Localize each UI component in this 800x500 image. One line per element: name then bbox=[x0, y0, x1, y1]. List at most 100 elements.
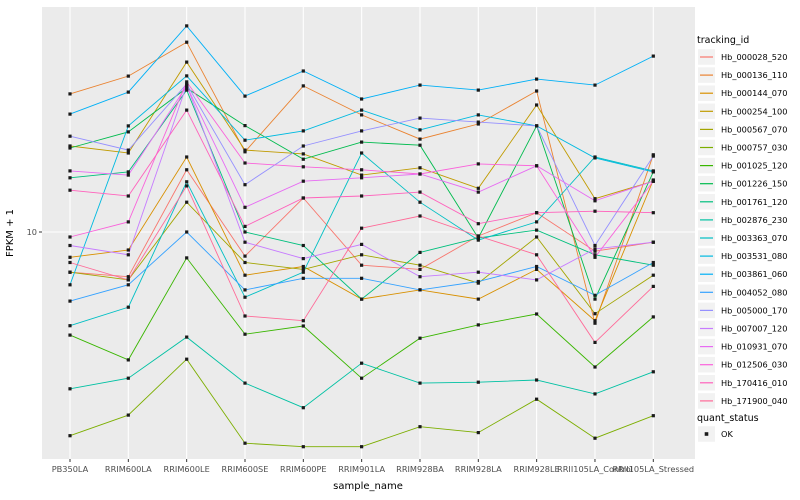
data-point bbox=[126, 278, 130, 282]
data-point bbox=[301, 165, 305, 169]
data-point bbox=[593, 436, 597, 440]
data-point bbox=[68, 144, 72, 148]
data-point bbox=[126, 358, 130, 362]
legend-item-Hb_001761_120: Hb_001761_120 bbox=[698, 194, 787, 210]
data-point bbox=[243, 150, 247, 154]
legend-item-label: Hb_012506_030 bbox=[721, 360, 787, 370]
legend-item-Hb_171900_040: Hb_171900_040 bbox=[698, 393, 787, 409]
x-tick-label: RRIM928LE bbox=[514, 464, 560, 474]
data-point bbox=[535, 103, 539, 107]
data-point bbox=[535, 267, 539, 271]
data-point bbox=[301, 324, 305, 328]
data-point bbox=[360, 97, 364, 101]
data-point bbox=[593, 247, 597, 251]
legend-key-point bbox=[704, 432, 709, 436]
data-point bbox=[243, 381, 247, 385]
legend-item-Hb_000757_030: Hb_000757_030 bbox=[698, 139, 787, 156]
legend-item-label: Hb_000028_520 bbox=[721, 52, 787, 62]
data-point bbox=[476, 88, 480, 92]
data-point bbox=[185, 74, 189, 78]
data-point bbox=[301, 264, 305, 269]
legend-item-quant-OK: OK bbox=[698, 426, 733, 442]
data-point bbox=[185, 88, 189, 92]
data-point bbox=[418, 288, 422, 292]
data-point bbox=[126, 194, 130, 198]
legend-item-Hb_001226_150: Hb_001226_150 bbox=[698, 175, 787, 192]
data-point bbox=[651, 240, 655, 244]
data-point bbox=[243, 205, 247, 209]
data-point bbox=[126, 248, 130, 252]
data-point bbox=[126, 151, 130, 155]
data-point bbox=[185, 335, 189, 339]
data-point bbox=[243, 254, 247, 258]
data-point bbox=[593, 83, 597, 87]
data-point bbox=[651, 54, 655, 58]
legend-item-Hb_005000_170: Hb_005000_170 bbox=[698, 302, 787, 319]
legend-title-tracking-id: tracking_id bbox=[697, 35, 749, 46]
data-point bbox=[301, 152, 305, 156]
data-point bbox=[68, 134, 72, 138]
data-point bbox=[360, 445, 364, 449]
data-point bbox=[476, 186, 480, 190]
data-point bbox=[593, 293, 597, 297]
data-point bbox=[593, 197, 597, 201]
data-point bbox=[243, 240, 247, 244]
legend-item-label: Hb_001761_120 bbox=[721, 197, 787, 207]
x-axis-title: sample_name bbox=[333, 481, 403, 492]
legend-item-label: Hb_002876_230 bbox=[721, 215, 787, 225]
data-point bbox=[418, 137, 422, 141]
legend-item-label: Hb_170416_010 bbox=[721, 378, 787, 388]
legend-item-label: Hb_000567_070 bbox=[721, 124, 787, 134]
plot-panel bbox=[42, 7, 695, 459]
data-point bbox=[243, 230, 247, 234]
data-point bbox=[185, 200, 189, 204]
legend-item-label: Hb_005000_170 bbox=[721, 305, 787, 315]
data-point bbox=[476, 270, 480, 274]
data-point bbox=[185, 84, 189, 88]
data-point bbox=[476, 162, 480, 166]
x-tick-label: RRII105LA_Control bbox=[557, 464, 633, 474]
data-point bbox=[535, 164, 539, 168]
legend-item-label: Hb_003363_070 bbox=[721, 233, 787, 243]
data-point bbox=[418, 425, 422, 429]
data-point bbox=[476, 279, 480, 284]
data-point bbox=[418, 172, 422, 176]
data-point bbox=[418, 214, 422, 218]
legend-item-Hb_000254_100: Hb_000254_100 bbox=[698, 103, 787, 120]
legend-item-Hb_010931_070: Hb_010931_070 bbox=[698, 338, 787, 355]
data-point bbox=[243, 94, 247, 98]
data-point bbox=[243, 224, 247, 228]
data-point bbox=[535, 77, 539, 81]
data-point bbox=[593, 297, 597, 301]
data-point bbox=[418, 116, 422, 120]
data-point bbox=[185, 24, 189, 28]
data-point bbox=[301, 257, 305, 261]
data-point bbox=[301, 84, 305, 88]
data-point bbox=[243, 183, 247, 187]
data-point bbox=[185, 180, 189, 184]
legend-item-label: Hb_000254_100 bbox=[721, 106, 787, 116]
data-point bbox=[418, 381, 422, 385]
data-point bbox=[535, 312, 539, 316]
data-point bbox=[418, 200, 422, 204]
data-point bbox=[68, 324, 72, 328]
data-point bbox=[301, 319, 305, 323]
data-point bbox=[651, 273, 655, 277]
data-point bbox=[593, 253, 597, 257]
data-point bbox=[243, 332, 247, 336]
data-point bbox=[243, 288, 247, 292]
data-point bbox=[476, 234, 480, 238]
data-point bbox=[476, 222, 480, 226]
data-point bbox=[535, 89, 539, 93]
legend-item-Hb_007007_120: Hb_007007_120 bbox=[698, 320, 787, 337]
legend-item-Hb_170416_010: Hb_170416_010 bbox=[698, 375, 787, 391]
data-point bbox=[126, 124, 130, 128]
data-point bbox=[68, 387, 72, 391]
data-point bbox=[476, 236, 480, 240]
data-point bbox=[243, 148, 247, 152]
data-point bbox=[418, 190, 422, 194]
legend-title-quant-status: quant_status bbox=[697, 413, 759, 424]
data-point bbox=[360, 113, 364, 117]
